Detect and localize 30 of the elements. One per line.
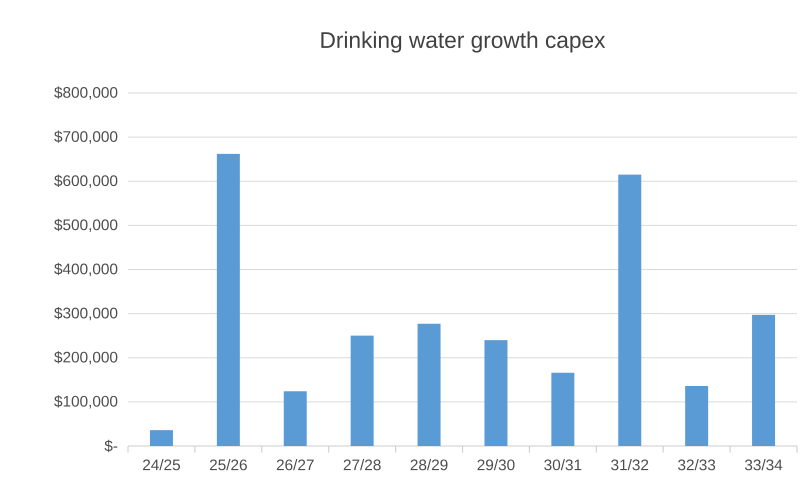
bar bbox=[752, 314, 776, 446]
x-tick-label: 32/33 bbox=[678, 459, 716, 470]
x-tick-label: 26/27 bbox=[276, 459, 314, 470]
x-tick-label: 33/34 bbox=[744, 459, 782, 470]
y-tick-label: $- bbox=[104, 440, 118, 452]
bar bbox=[284, 391, 307, 446]
y-tick-label: $200,000 bbox=[54, 351, 118, 364]
x-tick-label: 29/30 bbox=[478, 459, 515, 470]
bar bbox=[618, 174, 642, 446]
y-tick-label: $700,000 bbox=[54, 130, 118, 144]
y-tick-label: $300,000 bbox=[54, 306, 118, 320]
x-tick-label: 25/26 bbox=[210, 459, 247, 470]
bar bbox=[484, 340, 508, 446]
bar bbox=[418, 324, 441, 446]
chart-title: Drinking water growth capex bbox=[321, 31, 606, 53]
y-tick-label: $800,000 bbox=[54, 86, 118, 100]
bar bbox=[216, 154, 240, 446]
x-tick-label: 24/25 bbox=[143, 459, 180, 470]
bar bbox=[685, 386, 708, 446]
x-tick-label: 30/31 bbox=[544, 459, 582, 470]
y-tick-label: $100,000 bbox=[54, 395, 118, 409]
x-tick-label: 28/29 bbox=[410, 459, 448, 470]
x-tick-label: 31/32 bbox=[611, 459, 648, 470]
y-tick-label: $500,000 bbox=[54, 218, 118, 232]
x-tick-label: 27/28 bbox=[344, 459, 381, 470]
bar bbox=[150, 430, 173, 446]
y-tick-label: $400,000 bbox=[54, 262, 118, 276]
bar bbox=[350, 336, 374, 446]
bar bbox=[551, 372, 574, 446]
y-tick-label: $600,000 bbox=[54, 174, 118, 188]
